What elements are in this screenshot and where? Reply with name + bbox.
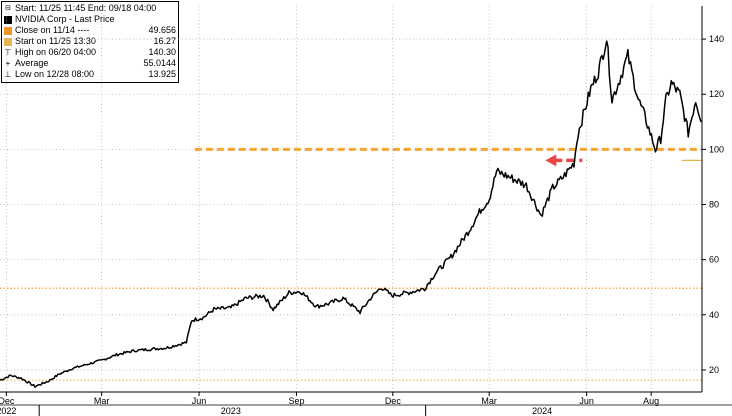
yellow-swatch-icon bbox=[4, 37, 12, 46]
legend-item-low[interactable]: ⊥ Low on 12/28 08:00 13.925 bbox=[4, 69, 176, 79]
y-tick-label: 100 bbox=[709, 144, 724, 154]
x-tick-label: Aug bbox=[643, 396, 659, 406]
x-tick-label: Jun bbox=[192, 396, 207, 406]
legend-item-start[interactable]: Start on 11/25 13:30 16.27 bbox=[4, 36, 176, 47]
legend: ⊟ Start: 11/25 11:45 End: 09/18 04:00 NV… bbox=[1, 1, 179, 83]
y-tick-label: 120 bbox=[709, 89, 724, 99]
y-tick-label: 80 bbox=[709, 200, 719, 210]
average-marker-icon: + bbox=[5, 59, 11, 68]
axes: 20 40 60 80 100 120 140 Dec Mar Jun Sep Dec Mar Jun Au… bbox=[0, 6, 732, 416]
black-swatch-icon bbox=[4, 15, 12, 24]
x-tick-label: Dec bbox=[0, 396, 15, 406]
reference-lines bbox=[0, 287, 702, 381]
grid bbox=[0, 6, 702, 392]
legend-item-average[interactable]: + Average 55.0144 bbox=[5, 58, 176, 68]
y-tick-label: 20 bbox=[709, 365, 719, 375]
x-year-label: 2024 bbox=[532, 406, 552, 416]
high-marker-icon: ⊤ bbox=[4, 48, 12, 57]
y-tick-label: 40 bbox=[709, 310, 719, 320]
legend-item-price[interactable]: NVIDIA Corp - Last Price bbox=[4, 14, 176, 25]
arrow-head-icon bbox=[545, 154, 557, 167]
legend-item-close[interactable]: Close on 11/14 ---- 49.656 bbox=[4, 25, 176, 36]
x-year-label: 2023 bbox=[221, 406, 241, 416]
y-tick-label: 60 bbox=[709, 255, 719, 265]
x-tick-label: Sep bbox=[288, 396, 304, 406]
x-tick-label: Jun bbox=[579, 396, 594, 406]
x-tick-label: Mar bbox=[94, 396, 110, 406]
annotations bbox=[194, 147, 702, 167]
legend-collapse-icon[interactable]: ⊟ bbox=[5, 5, 11, 12]
orange-swatch-icon bbox=[4, 26, 12, 35]
low-marker-icon: ⊥ bbox=[4, 70, 12, 79]
series-layer bbox=[0, 40, 703, 388]
x-year-label: 2022 bbox=[0, 406, 16, 416]
price-series-line bbox=[0, 40, 703, 388]
x-tick-label: Dec bbox=[385, 396, 402, 406]
legend-item-high[interactable]: ⊤ High on 06/20 04:00 140.30 bbox=[4, 47, 176, 57]
x-tick-label: Mar bbox=[481, 396, 497, 406]
legend-header: ⊟ Start: 11/25 11:45 End: 09/18 04:00 bbox=[5, 3, 157, 13]
y-tick-label: 140 bbox=[709, 34, 724, 44]
